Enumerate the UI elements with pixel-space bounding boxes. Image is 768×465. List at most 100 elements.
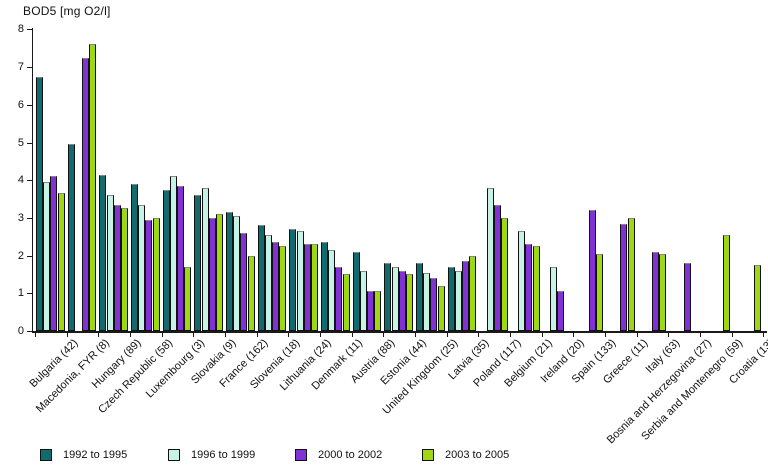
x-axis-tick xyxy=(573,333,575,337)
bar-1996-to-1999-1 xyxy=(43,182,51,331)
legend-swatch xyxy=(422,449,434,461)
x-axis-tick xyxy=(510,333,512,337)
bar-2000-to-2002-12 xyxy=(398,270,406,331)
x-axis-tick xyxy=(225,333,227,337)
legend-swatch xyxy=(168,449,180,461)
legend: 1992 to 1995 1996 to 1999 2000 to 2002 2003… xyxy=(0,444,768,464)
x-axis-tick xyxy=(288,333,290,337)
y-tick-label: 7 xyxy=(17,61,24,74)
x-axis-tick xyxy=(700,333,702,337)
y-axis-tick xyxy=(27,29,32,31)
x-axis-tick xyxy=(731,333,733,337)
bar-1996-to-1999-10 xyxy=(328,249,336,331)
x-axis-tick xyxy=(636,333,638,337)
bar-2003-to-2005-22 xyxy=(722,234,730,331)
bar-2000-to-2002-7 xyxy=(240,232,248,331)
legend-swatch xyxy=(40,449,52,461)
bar-1992-to-1995-7 xyxy=(226,212,234,331)
bar-2000-to-2002-1 xyxy=(50,176,58,331)
x-axis-tick xyxy=(35,333,36,337)
y-tick-label: 1 xyxy=(17,287,24,300)
bar-1992-to-1995-12 xyxy=(384,263,392,331)
bar-1992-to-1995-13 xyxy=(416,263,424,331)
bar-1996-to-1999-5 xyxy=(169,176,177,331)
x-axis-tick xyxy=(320,333,322,337)
x-axis-tick xyxy=(763,333,765,337)
x-axis-tick xyxy=(478,333,480,337)
bar-2000-to-2002-2 xyxy=(82,57,90,331)
x-axis-tick xyxy=(130,333,131,337)
bar-1996-to-1999-16 xyxy=(518,231,526,331)
y-axis-tick xyxy=(27,331,32,332)
bar-2003-to-2005-10 xyxy=(342,274,350,331)
bar-2000-to-2002-17 xyxy=(557,291,565,331)
bar-2003-to-2005-15 xyxy=(500,217,508,331)
bar-1992-to-1995-3 xyxy=(99,174,107,331)
bar-2000-to-2002-18 xyxy=(588,210,596,331)
x-axis-line xyxy=(32,331,767,333)
y-axis-tick xyxy=(27,217,32,219)
bar-1996-to-1999-6 xyxy=(201,187,209,331)
bar-2000-to-2002-13 xyxy=(430,278,438,331)
bar-1996-to-1999-9 xyxy=(296,231,304,331)
y-tick-label: 8 xyxy=(17,23,24,36)
bar-2003-to-2005-18 xyxy=(595,253,603,331)
bar-2003-to-2005-7 xyxy=(247,255,255,331)
bar-2000-to-2002-14 xyxy=(462,261,470,331)
bar-2003-to-2005-19 xyxy=(627,217,635,331)
y-tick-label: 5 xyxy=(17,136,24,149)
bar-1992-to-1995-5 xyxy=(162,189,170,331)
legend-swatch xyxy=(295,449,307,461)
bar-1992-to-1995-11 xyxy=(352,251,360,331)
bar-2003-to-2005-14 xyxy=(469,255,477,331)
y-tick-label: 0 xyxy=(17,325,24,337)
bar-1996-to-1999-14 xyxy=(454,270,462,331)
chart-title: BOD5 [mg O2/l] xyxy=(23,4,111,18)
y-axis-tick xyxy=(27,104,32,106)
legend-item-3: 2000 to 2002 xyxy=(295,447,382,463)
y-tick-label: 2 xyxy=(17,249,24,262)
bar-2003-to-2005-9 xyxy=(310,244,318,331)
bar-2000-to-2002-6 xyxy=(208,217,216,331)
bar-2000-to-2002-5 xyxy=(177,185,185,331)
legend-item-4: 2003 to 2005 xyxy=(422,447,509,463)
bar-1996-to-1999-8 xyxy=(264,234,272,331)
x-axis-tick xyxy=(98,333,100,337)
bar-2000-to-2002-21 xyxy=(683,263,691,331)
bar-2003-to-2005-3 xyxy=(120,208,128,331)
bar-2000-to-2002-19 xyxy=(620,223,628,331)
bar-1992-to-1995-2 xyxy=(67,144,75,331)
bar-2000-to-2002-4 xyxy=(145,219,153,331)
bar-1992-to-1995-9 xyxy=(289,229,297,331)
bar-2000-to-2002-10 xyxy=(335,266,343,331)
bar-2000-to-2002-9 xyxy=(303,244,311,331)
y-axis-tick xyxy=(27,180,32,182)
bar-2000-to-2002-11 xyxy=(367,291,375,331)
bar-1996-to-1999-15 xyxy=(486,187,494,331)
bar-2003-to-2005-23 xyxy=(754,265,762,331)
legend-item-1: 1992 to 1995 xyxy=(40,447,127,463)
bar-2003-to-2005-2 xyxy=(89,44,97,331)
bar-1996-to-1999-4 xyxy=(138,204,146,331)
y-axis-line xyxy=(32,28,33,332)
x-axis-tick xyxy=(66,333,68,337)
y-axis-tick xyxy=(27,67,32,69)
legend-item-2: 1996 to 1999 xyxy=(168,447,255,463)
x-axis-tick xyxy=(415,333,417,337)
y-tick-label: 6 xyxy=(17,98,24,111)
bar-2000-to-2002-16 xyxy=(525,244,533,331)
x-axis-tick xyxy=(446,333,448,337)
y-axis-tick xyxy=(27,255,32,257)
bar-2003-to-2005-20 xyxy=(659,253,667,331)
bar-1996-to-1999-11 xyxy=(359,270,367,331)
bar-2000-to-2002-3 xyxy=(113,204,121,331)
bar-2003-to-2005-11 xyxy=(374,291,382,331)
bar-2000-to-2002-15 xyxy=(493,204,501,331)
bar-1996-to-1999-3 xyxy=(106,195,114,331)
bar-2003-to-2005-4 xyxy=(152,217,160,331)
bar-2000-to-2002-8 xyxy=(272,242,280,331)
bar-1996-to-1999-12 xyxy=(391,266,399,331)
x-axis-tick xyxy=(668,333,670,337)
bar-1996-to-1999-7 xyxy=(233,216,241,331)
